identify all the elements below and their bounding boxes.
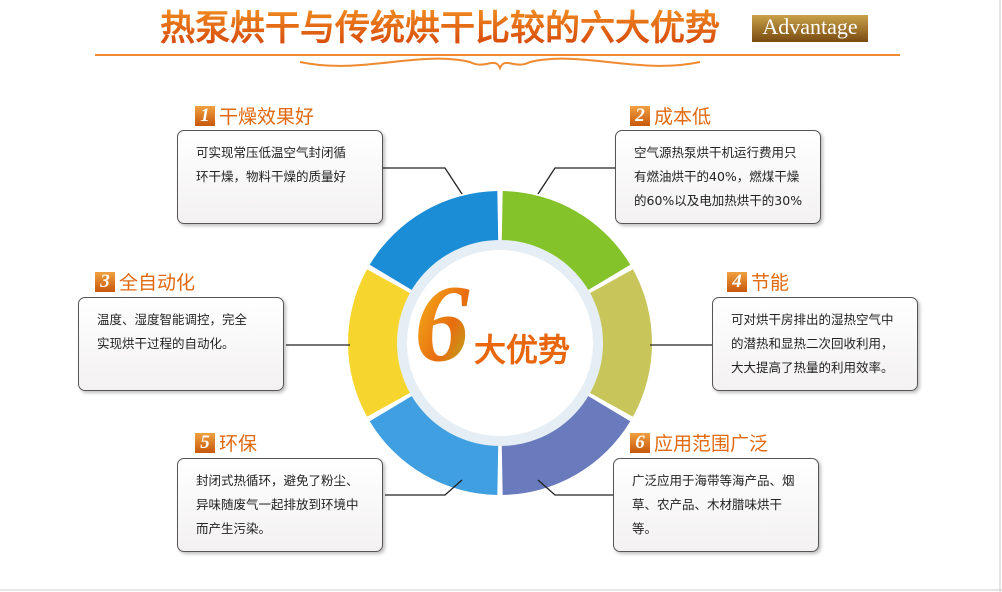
item-number: 1 <box>195 105 215 126</box>
item-desc-line: 的60%以及电加热烘干的30% <box>634 193 803 208</box>
item-desc-line: 草、农产品、木材腊味烘干 <box>632 497 783 512</box>
item-box: 可实现常压低温空气封闭循 环干燥，物料干燥的质量好 <box>177 130 383 224</box>
item-desc-line: 可对烘干房排出的湿热空气中 <box>731 312 894 327</box>
item-desc-line: 异味随废气一起排放到环境中 <box>196 497 359 512</box>
badge: Advantage <box>762 14 857 39</box>
item-desc-line: 的潜热和显热二次回收利用， <box>731 336 894 351</box>
item-box: 温度、湿度智能调控，完全 实现烘干过程的自动化。 <box>78 297 284 391</box>
item-box: 封闭式热循环，避免了粉尘、 异味随废气一起排放到环境中 而产生污染。 <box>177 458 383 552</box>
item-desc-line: 实现烘干过程的自动化。 <box>97 336 235 351</box>
center-number: 6 <box>415 262 470 384</box>
item-title: 应用范围广泛 <box>654 433 769 455</box>
donut <box>348 191 652 495</box>
item-title: 全自动化 <box>119 272 196 294</box>
title: 热泵烘干与传统烘干比较的六大优势 <box>160 9 720 48</box>
item-desc-line: 广泛应用于海带等海产品、烟 <box>632 473 795 488</box>
connectors <box>286 167 712 496</box>
donut-segment <box>501 191 631 292</box>
item-desc-line: 可实现常压低温空气封闭循 <box>196 145 347 160</box>
item-box: 可对烘干房排出的湿热空气中 的潜热和显热二次回收利用， 大大提高了热量的利用效率。 <box>712 297 918 391</box>
item-heading: 4 节能 <box>727 268 789 295</box>
inner-circle <box>397 240 603 446</box>
item-desc-line: 等。 <box>632 521 658 536</box>
item-desc-line: 封闭式热循环，避免了粉尘、 <box>196 473 359 488</box>
item-box: 空气源热泵烘干机运行费用只 有燃油烘干的40%，燃煤干燥 的60%以及电加热烘干的3… <box>615 130 821 224</box>
item-box: 广泛应用于海带等海产品、烟 草、农产品、木材腊味烘干 等。 <box>613 458 819 552</box>
item-heading: 2 成本低 <box>630 102 711 129</box>
donut-segment <box>348 269 413 417</box>
item-title: 节能 <box>751 272 790 294</box>
item-heading: 5 环保 <box>195 429 257 456</box>
item-desc-line: 温度、湿度智能调控，完全 <box>97 312 248 327</box>
item-number: 4 <box>727 271 747 292</box>
ornament <box>299 57 701 71</box>
donut-segment <box>501 394 631 495</box>
item-heading: 1 干燥效果好 <box>195 102 314 129</box>
item-desc-line: 有燃油烘干的40%，燃煤干燥 <box>634 169 800 184</box>
item-desc-line: 大大提高了热量的利用效率。 <box>731 360 894 375</box>
item-title: 成本低 <box>654 106 712 128</box>
item-number: 5 <box>195 432 215 453</box>
item-title: 干燥效果好 <box>219 106 315 128</box>
item-number: 3 <box>95 271 115 292</box>
badge-bg <box>752 15 868 42</box>
item-desc-line: 而产生污染。 <box>196 521 272 536</box>
item-desc-line: 空气源热泵烘干机运行费用只 <box>634 145 797 160</box>
center-label: 大优势 <box>474 331 570 369</box>
item-title: 环保 <box>219 433 258 455</box>
donut-segment <box>369 394 499 495</box>
item-desc-line: 环干燥，物料干燥的质量好 <box>196 169 347 184</box>
item-heading: 6 应用范围广泛 <box>630 429 768 456</box>
donut-segment <box>587 269 652 417</box>
item-number: 2 <box>630 105 650 126</box>
item-heading: 3 全自动化 <box>95 268 195 295</box>
item-number: 6 <box>630 432 650 453</box>
donut-segment <box>369 191 499 292</box>
